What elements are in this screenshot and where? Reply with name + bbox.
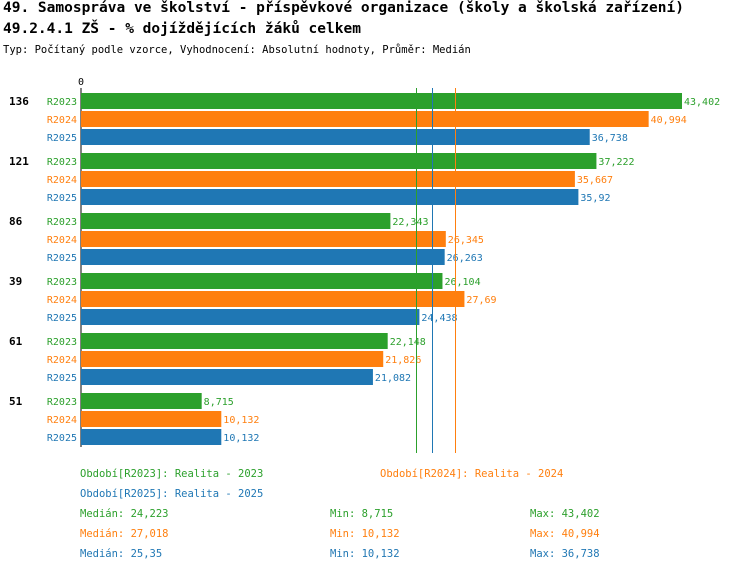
series-label: R2023 bbox=[47, 277, 77, 288]
bar bbox=[81, 171, 575, 187]
data-label: 36,738 bbox=[592, 133, 628, 144]
data-label: 37,222 bbox=[598, 157, 634, 168]
data-label: 24,438 bbox=[421, 313, 457, 324]
series-label: R2024 bbox=[47, 415, 77, 426]
series-label: R2024 bbox=[47, 235, 77, 246]
median-r2023: Medián: 24,223 bbox=[80, 508, 169, 520]
chart-type-line: Typ: Počítaný podle vzorce, Vyhodnocení:… bbox=[3, 44, 471, 56]
series-label: R2023 bbox=[47, 97, 77, 108]
bar bbox=[81, 189, 579, 205]
min-r2025: Min: 10,132 bbox=[330, 548, 400, 560]
data-label: 10,132 bbox=[223, 433, 259, 444]
data-label: 22,148 bbox=[390, 337, 426, 348]
category-label: 39 bbox=[9, 275, 22, 288]
min-r2024: Min: 10,132 bbox=[330, 528, 400, 540]
bar bbox=[81, 351, 384, 367]
series-label: R2025 bbox=[47, 433, 77, 444]
bar bbox=[81, 129, 590, 145]
data-label: 26,263 bbox=[447, 253, 483, 264]
bar bbox=[81, 369, 373, 385]
series-label: R2024 bbox=[47, 295, 77, 306]
legend-r2024: Období[R2024]: Realita - 2024 bbox=[380, 468, 564, 480]
series-label: R2024 bbox=[47, 175, 77, 186]
legend-r2023: Období[R2023]: Realita - 2023 bbox=[80, 468, 264, 480]
category-label: 61 bbox=[9, 335, 23, 348]
bar bbox=[81, 231, 446, 247]
data-label: 40,994 bbox=[651, 115, 687, 126]
series-label: R2025 bbox=[47, 253, 77, 264]
series-label: R2024 bbox=[47, 355, 77, 366]
series-label: R2023 bbox=[47, 217, 77, 228]
axis-zero-label: 0 bbox=[78, 77, 84, 88]
data-label: 10,132 bbox=[223, 415, 259, 426]
data-label: 35,92 bbox=[580, 193, 610, 204]
bar bbox=[81, 411, 222, 427]
series-label: R2025 bbox=[47, 313, 77, 324]
legend-r2025: Období[R2025]: Realita - 2025 bbox=[80, 488, 264, 500]
chart-title: 49. Samospráva ve školství - příspěvkové… bbox=[3, 0, 684, 16]
bar bbox=[81, 309, 420, 325]
bar bbox=[81, 273, 443, 289]
data-label: 21,826 bbox=[385, 355, 421, 366]
data-label: 8,715 bbox=[204, 397, 234, 408]
data-label: 43,402 bbox=[684, 97, 720, 108]
median-r2024: Medián: 27,018 bbox=[80, 528, 169, 540]
data-label: 26,345 bbox=[448, 235, 484, 246]
series-label: R2023 bbox=[47, 337, 77, 348]
bar bbox=[81, 429, 222, 445]
bar bbox=[81, 249, 445, 265]
bar bbox=[81, 333, 388, 349]
max-r2024: Max: 40,994 bbox=[530, 528, 600, 540]
category-label: 86 bbox=[9, 215, 23, 228]
max-r2023: Max: 43,402 bbox=[530, 508, 600, 520]
bar bbox=[81, 153, 597, 169]
max-r2025: Max: 36,738 bbox=[530, 548, 600, 560]
series-label: R2023 bbox=[47, 397, 77, 408]
series-label: R2024 bbox=[47, 115, 77, 126]
chart-subtitle: 49.2.4.1 ZŠ - % dojíždějících žáků celke… bbox=[3, 21, 361, 37]
bar bbox=[81, 291, 465, 307]
category-label: 121 bbox=[9, 155, 29, 168]
series-label: R2023 bbox=[47, 157, 77, 168]
bar bbox=[81, 111, 649, 127]
data-label: 21,082 bbox=[375, 373, 411, 384]
series-label: R2025 bbox=[47, 373, 77, 384]
data-label: 26,104 bbox=[444, 277, 480, 288]
series-label: R2025 bbox=[47, 133, 77, 144]
category-label: 136 bbox=[9, 95, 29, 108]
data-label: 27,69 bbox=[466, 295, 496, 306]
series-label: R2025 bbox=[47, 193, 77, 204]
median-r2025: Medián: 25,35 bbox=[80, 548, 163, 560]
category-label: 51 bbox=[9, 395, 23, 408]
data-label: 35,667 bbox=[577, 175, 613, 186]
data-label: 22,343 bbox=[392, 217, 428, 228]
bar bbox=[81, 213, 391, 229]
bar bbox=[81, 393, 202, 409]
bar bbox=[81, 93, 682, 109]
bar-chart: 0 136 R2023 43,402 R2024 40,994 R2025 36,738 121… bbox=[9, 77, 720, 453]
min-r2023: Min: 8,715 bbox=[330, 508, 394, 520]
